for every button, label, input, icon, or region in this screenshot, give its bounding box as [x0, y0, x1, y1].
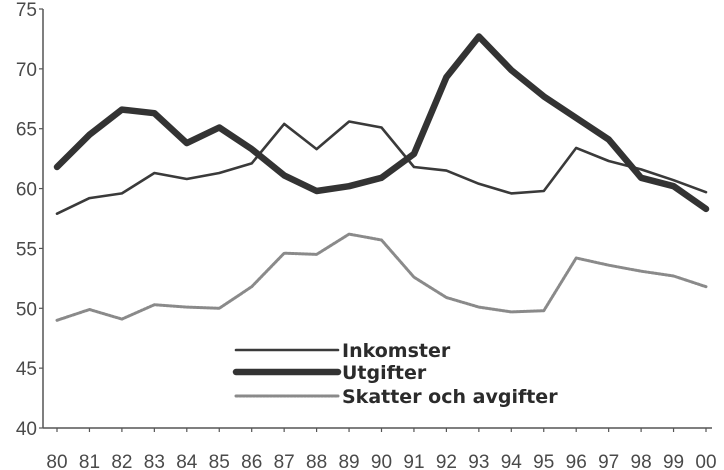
x-tick-label: 88	[306, 452, 327, 470]
y-tick-label: 70	[16, 60, 37, 81]
legend-label-3: Skatter och avgifter	[342, 386, 558, 408]
x-tick-label: 98	[631, 452, 652, 470]
x-tick-label: 81	[79, 452, 100, 470]
x-tick-label: 91	[403, 452, 424, 470]
series-line-3	[55, 232, 708, 322]
series-line-1	[55, 120, 708, 215]
x-tick-label: 92	[436, 452, 457, 470]
y-tick-label: 60	[16, 180, 37, 201]
x-tick-label: 90	[371, 452, 392, 470]
x-tick-label: 99	[663, 452, 684, 470]
x-tick-label: 96	[566, 452, 587, 470]
legend-label-1: Inkomster	[342, 340, 451, 362]
series-lines	[53, 33, 710, 322]
y-tick-label: 50	[16, 299, 37, 320]
x-tick-label: 97	[598, 452, 619, 470]
series-line-2	[53, 33, 710, 213]
x-tick-label: 94	[501, 452, 523, 470]
y-tick-label: 55	[16, 239, 37, 260]
y-tick-label: 40	[16, 419, 37, 440]
y-tick-label: 75	[16, 0, 37, 21]
x-tick-label: 84	[176, 452, 198, 470]
x-tick-label: 82	[111, 452, 132, 470]
legend-label-2: Utgifter	[342, 362, 427, 384]
x-tick-label: 87	[274, 452, 295, 470]
axes: 40 45 50 55 60 65 70 75 80 81 82 83 84 85 86 87 88 89 90 91…	[16, 0, 717, 470]
y-tick-label: 65	[16, 120, 37, 141]
x-tick-label: 93	[468, 452, 489, 470]
x-tick-label: 89	[338, 452, 359, 470]
x-tick-label: 83	[144, 452, 165, 470]
y-tick-label: 45	[16, 359, 37, 380]
x-tick-label: 80	[46, 452, 67, 470]
x-tick-label: 85	[209, 452, 230, 470]
x-tick-label: 00	[695, 452, 716, 470]
x-tick-label: 95	[533, 452, 554, 470]
x-tick-label: 86	[241, 452, 262, 470]
